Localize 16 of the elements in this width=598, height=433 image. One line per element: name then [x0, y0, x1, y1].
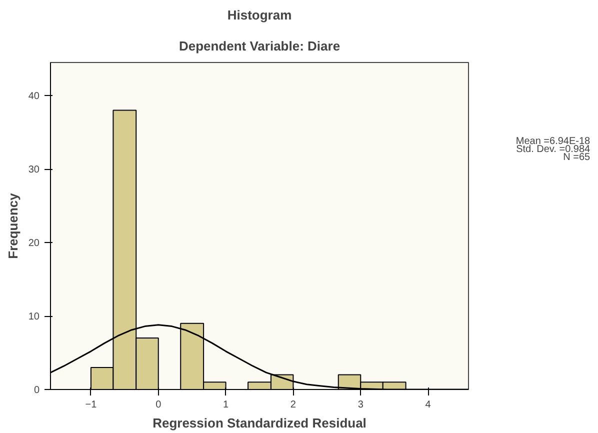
- y-tick-label: 20: [28, 238, 40, 250]
- chart-subtitle: Dependent Variable: Diare: [178, 38, 340, 54]
- y-tick-label: 0: [34, 385, 40, 396]
- text: N =65: [563, 152, 591, 163]
- x-tick-label: 1: [223, 400, 230, 410]
- x-tick-label: −1: [85, 400, 98, 410]
- y-tick-label: 10: [28, 312, 40, 323]
- x-axis-title: Regression Standardized Residual: [152, 416, 366, 430]
- chart-title: Histogram: [227, 8, 292, 22]
- x-tick-label: 0: [156, 400, 162, 410]
- y-tick-label: 30: [28, 164, 40, 176]
- x-tick-label: 2: [290, 400, 296, 410]
- x-tick-label: 4: [425, 400, 432, 410]
- y-axis-title: Frequency: [5, 192, 20, 259]
- x-tick-label: 3: [358, 400, 364, 410]
- y-tick-label: 40: [28, 91, 40, 102]
